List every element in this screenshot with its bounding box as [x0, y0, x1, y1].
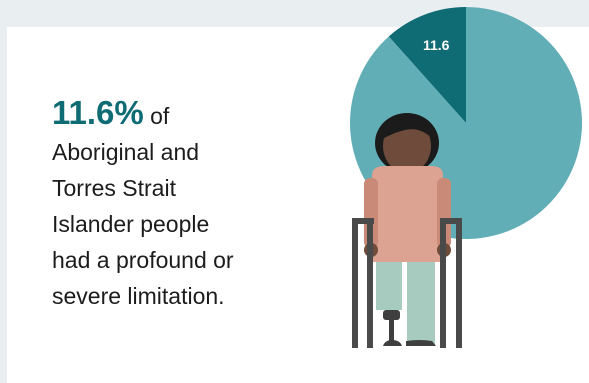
stat-value: 11.6% — [52, 94, 144, 131]
stat-suffix: of — [150, 103, 170, 129]
stat-line-1: Aboriginal and — [52, 139, 200, 165]
stat-text: 11.6% of Aboriginal and Torres Strait Is… — [52, 95, 322, 314]
stat-line-5: severe limitation. — [52, 283, 225, 309]
pie-slice-label-0: 11.6 — [423, 37, 450, 53]
stat-line-3: Islander people — [52, 211, 210, 237]
stat-line-2: Torres Strait — [52, 175, 176, 201]
person-with-walking-frame-icon — [352, 113, 462, 348]
pie-slice-0 — [388, 7, 466, 123]
stat-line-4: had a profound or — [52, 247, 234, 273]
